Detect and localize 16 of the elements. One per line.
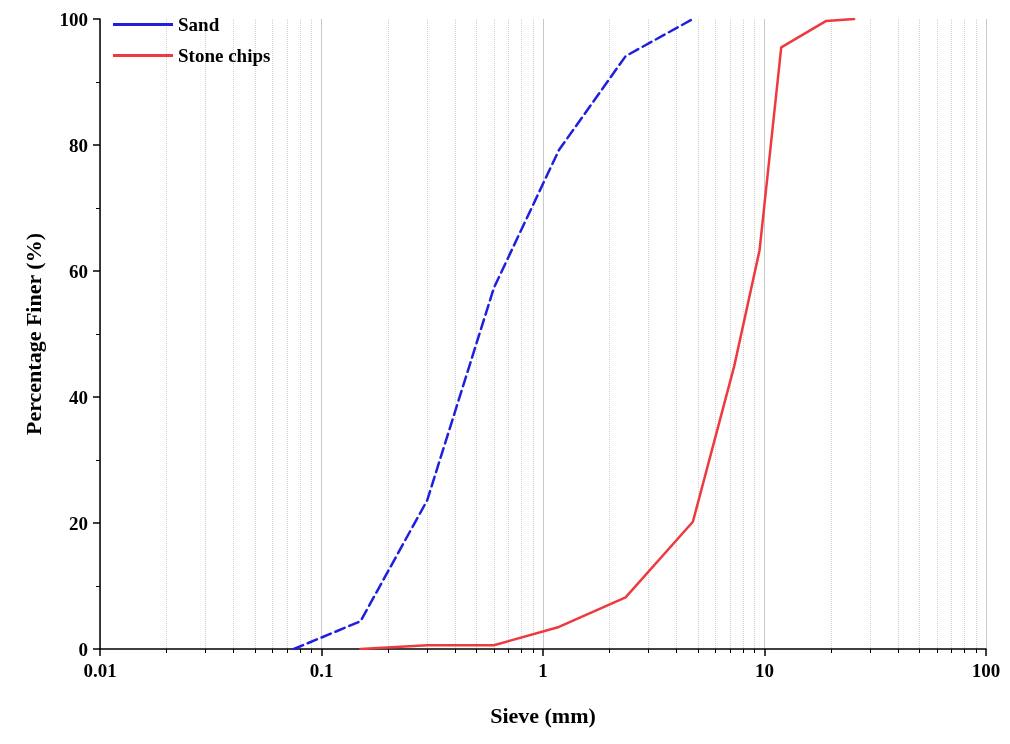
x-tick-label: 100 bbox=[971, 660, 1001, 681]
legend-label: Stone chips bbox=[178, 45, 271, 66]
y-tick-label: 0 bbox=[78, 638, 88, 660]
y-tick-label: 100 bbox=[59, 8, 88, 30]
y-tick-label: 20 bbox=[69, 512, 88, 534]
x-tick-label: 1 bbox=[538, 660, 548, 681]
x-axis-title: Sieve (mm) bbox=[490, 702, 596, 728]
y-tick-label: 80 bbox=[69, 134, 88, 156]
y-tick-label: 40 bbox=[69, 386, 88, 408]
legend-label: Sand bbox=[178, 14, 220, 35]
x-tick-label: 0.01 bbox=[83, 660, 117, 681]
x-tick-label: 10 bbox=[755, 660, 774, 681]
line-series bbox=[292, 17, 695, 651]
y-axis-title: Percentage Finer (%) bbox=[20, 233, 46, 435]
x-tick-label: 0.1 bbox=[309, 660, 334, 681]
y-tick-label: 60 bbox=[69, 260, 88, 282]
